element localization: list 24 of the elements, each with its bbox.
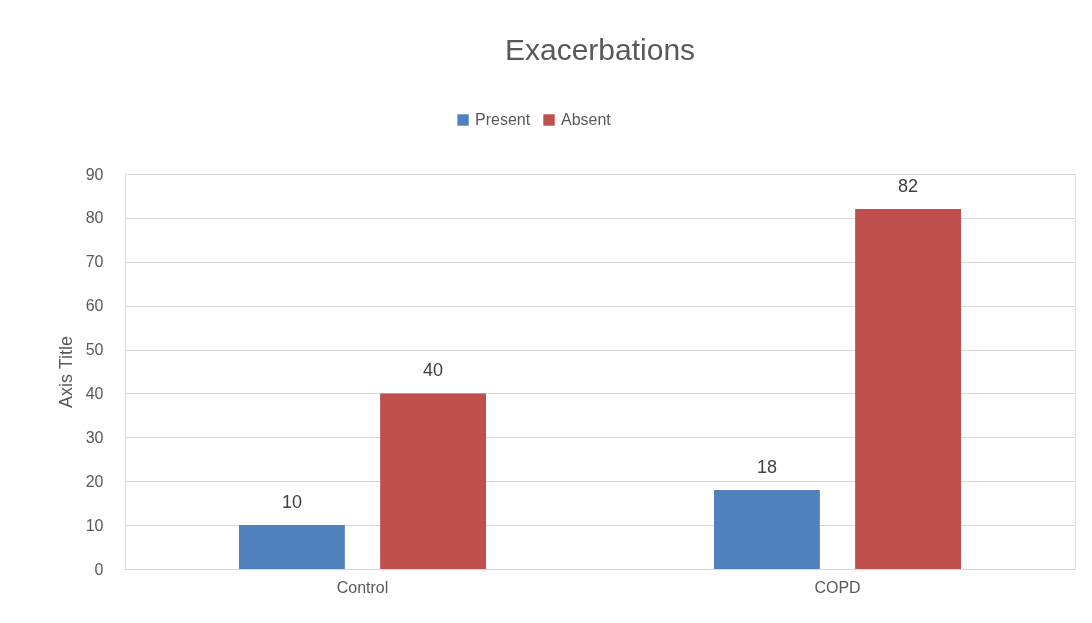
data-label: 10 xyxy=(281,492,302,513)
chart-title: Exacerbations xyxy=(504,33,696,66)
data-label: 82 xyxy=(898,176,919,197)
y-tick-label: 80 xyxy=(85,209,104,227)
x-tick-label: Control xyxy=(336,578,389,596)
y-tick-label: 30 xyxy=(85,428,104,446)
data-label: 18 xyxy=(756,457,777,477)
y-tick-label: 20 xyxy=(85,472,104,490)
y-tick-label: 90 xyxy=(85,165,104,183)
y-axis-title: Axis Title xyxy=(55,335,76,409)
y-tick-label: 40 xyxy=(85,384,104,402)
bar xyxy=(855,209,961,569)
y-tick-label: 60 xyxy=(85,297,104,315)
data-label: 40 xyxy=(423,360,444,381)
y-tick-label: 70 xyxy=(85,253,104,271)
legend-label: Present xyxy=(475,111,531,128)
x-tick-label: COPD xyxy=(814,578,861,596)
y-tick-label: 0 xyxy=(94,560,104,578)
bar xyxy=(380,393,486,569)
y-tick-label: 50 xyxy=(85,341,104,359)
y-tick-label: 10 xyxy=(85,516,104,534)
bar xyxy=(239,525,345,569)
bar xyxy=(714,490,820,569)
legend-label: Absent xyxy=(561,111,612,128)
